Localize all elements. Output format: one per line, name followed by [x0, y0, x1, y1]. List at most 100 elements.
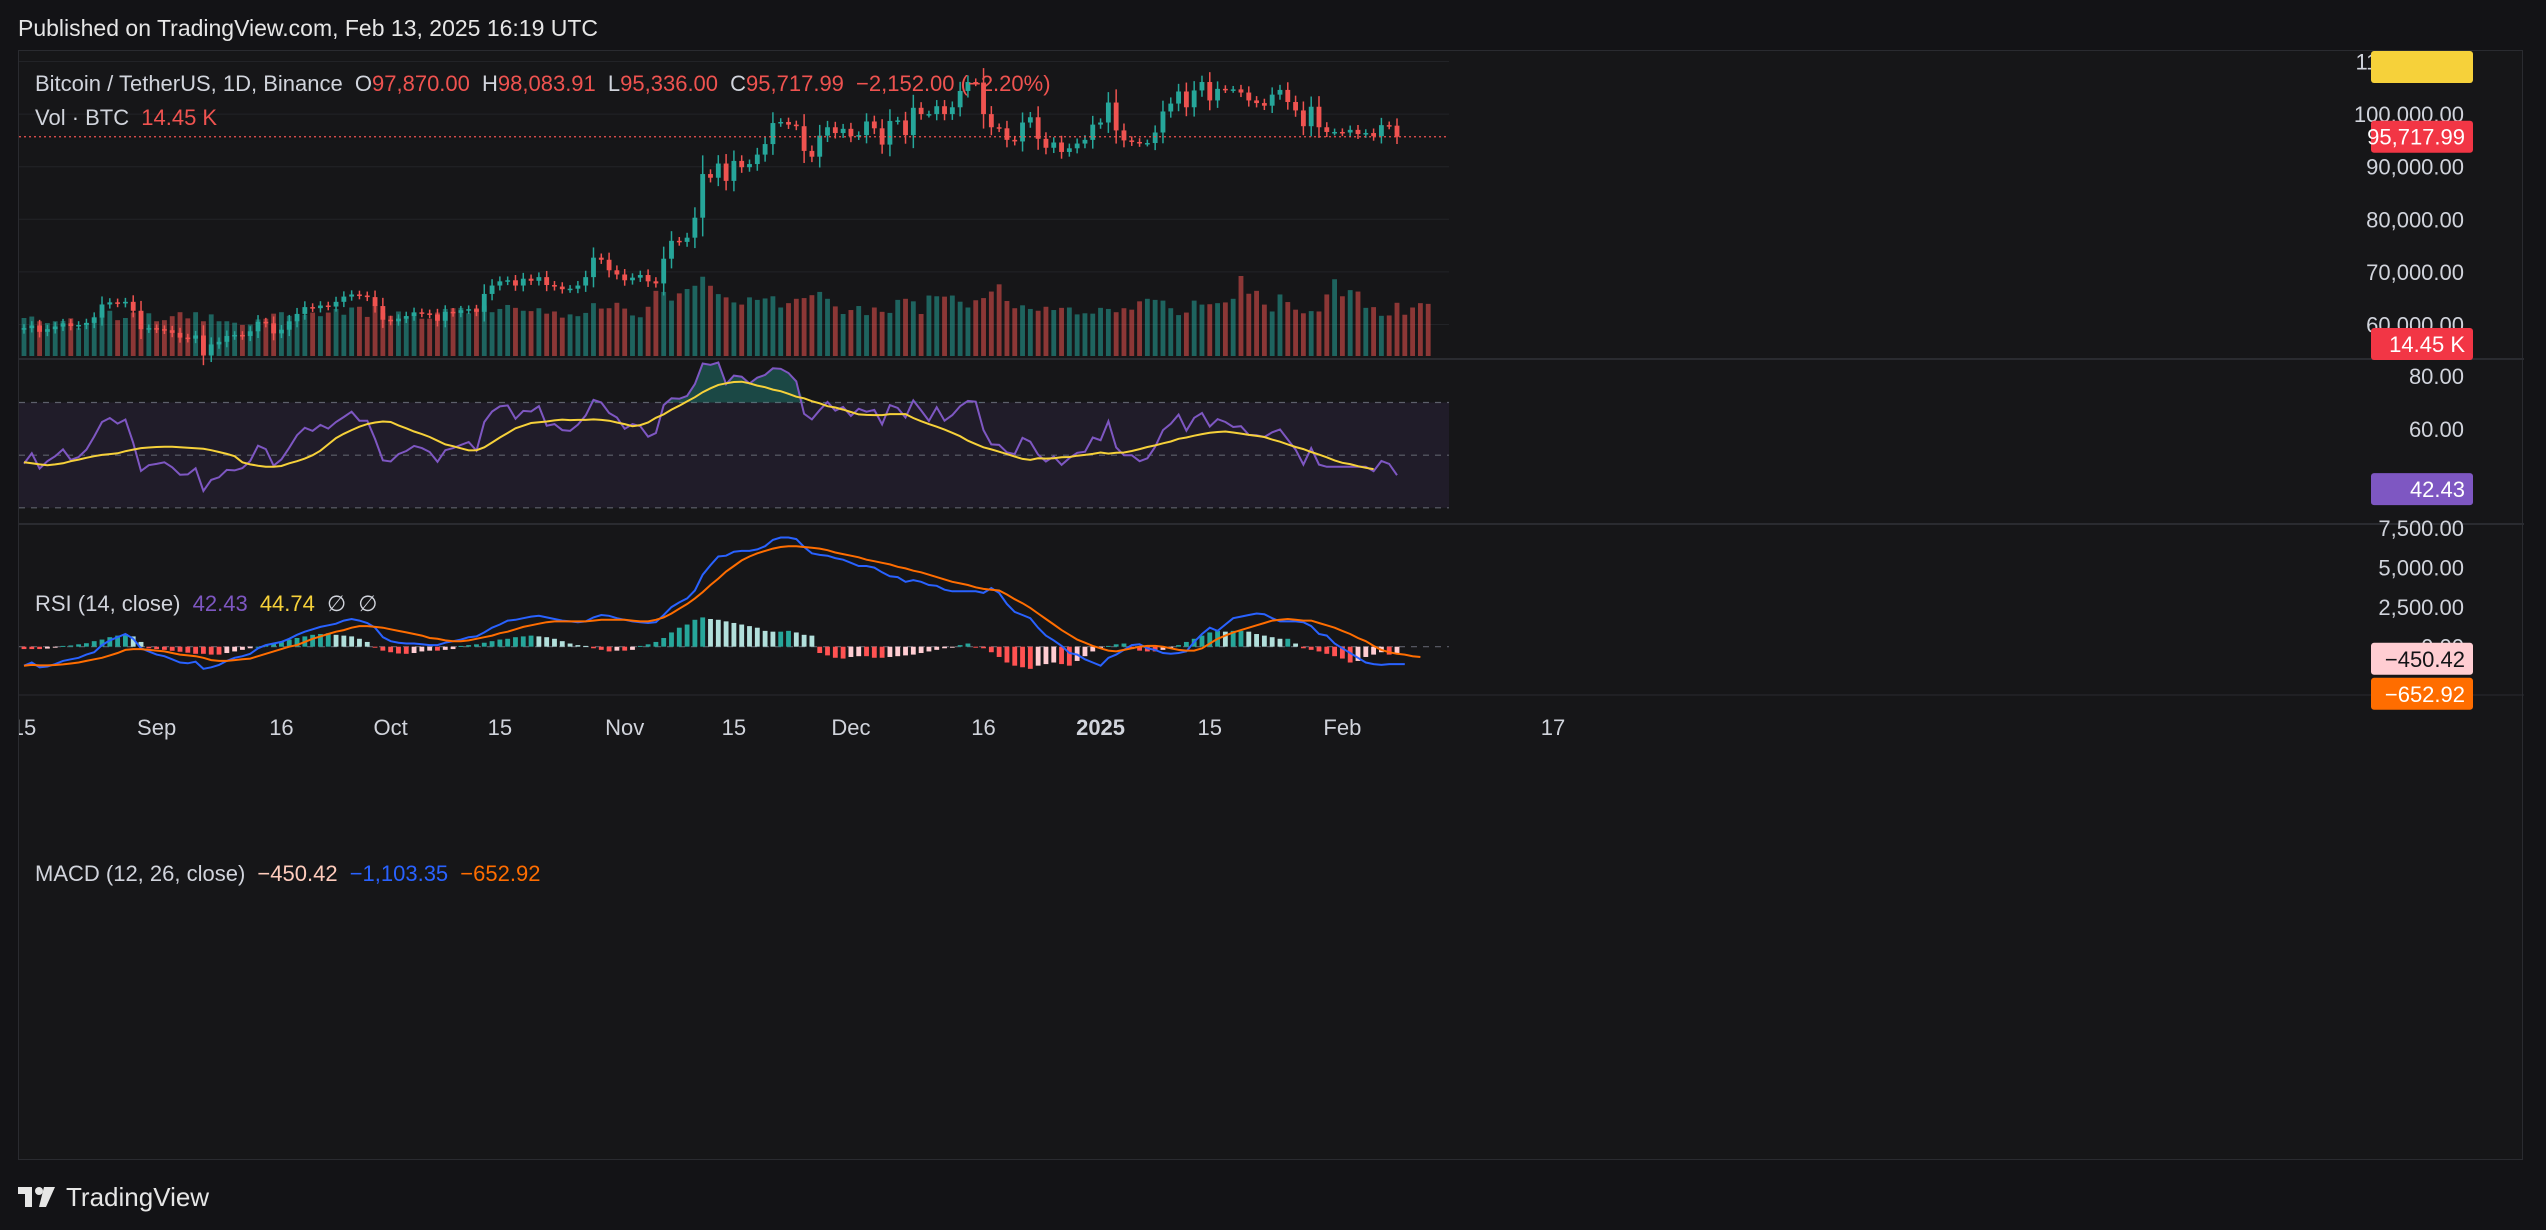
volume-bar [76, 328, 82, 356]
rsi-tag-box [2371, 473, 2473, 506]
candle-body [450, 311, 456, 314]
rsi-empty-1: ∅ [327, 591, 347, 616]
chart-frame[interactable]: 110,000.00100,000.0090,000.0080,000.0070… [12, 31, 2524, 1161]
candle-body [247, 331, 253, 337]
candle-body [988, 114, 994, 128]
macd-histogram-bar [1043, 646, 1049, 665]
candle-body [1261, 103, 1267, 106]
candle-body [115, 302, 121, 304]
macd-histogram-bar [1113, 644, 1119, 647]
volume-bar [645, 306, 651, 356]
macd-histogram-bar [708, 618, 713, 647]
volume-bar [520, 310, 526, 356]
macd-histogram-bar [567, 643, 573, 647]
volume-bar [1059, 307, 1064, 356]
volume-bar [458, 307, 464, 356]
footer-brand[interactable]: TradingView [18, 1180, 209, 1214]
volume-bar [1277, 294, 1283, 356]
volume-bar [474, 308, 479, 356]
candle-body [216, 341, 222, 345]
macd-histogram-bar [474, 644, 479, 647]
macd-histogram-bar [653, 641, 659, 647]
chart-svg[interactable]: 110,000.00100,000.0090,000.0080,000.0070… [12, 31, 2524, 1161]
volume-bar [1378, 315, 1384, 356]
candle-body [669, 240, 674, 259]
macd-histogram-bar [115, 635, 121, 647]
volume-bar [544, 313, 550, 356]
macd-histogram-bar [942, 646, 947, 649]
volume-bar [349, 307, 355, 356]
volume-bar [1137, 301, 1142, 356]
candle-body [1277, 89, 1283, 95]
volume-bar [567, 314, 573, 356]
volume-bar [1176, 315, 1181, 356]
macd-histogram-bar [903, 646, 908, 656]
macd-histogram-bar [1332, 646, 1338, 657]
volume-bar [1098, 307, 1103, 356]
volume-bar [793, 298, 799, 356]
last-price-tag-box [2371, 120, 2473, 153]
volume-bar [739, 304, 745, 356]
candle-body [762, 144, 768, 155]
macd-histogram-bar [1082, 646, 1088, 657]
volume-bar [637, 317, 643, 356]
macd-histogram-bar [1230, 630, 1236, 647]
candle-body [364, 295, 370, 298]
volume-bar [466, 313, 472, 356]
macd-histogram-bar [1300, 646, 1306, 649]
candle-body [1324, 127, 1330, 132]
x-tick-label: Sep [137, 715, 176, 740]
macd-histogram-bar [544, 637, 550, 647]
macd-histogram-bar [427, 646, 433, 651]
candle-body [731, 160, 737, 181]
macd-histogram-bar [1308, 646, 1314, 650]
volume-bar [528, 311, 534, 356]
macd-histogram-bar [864, 646, 869, 657]
macd-histogram-bar [255, 646, 261, 648]
candle-body [661, 258, 667, 284]
candle-body [918, 107, 924, 115]
volume-bar [1090, 313, 1096, 356]
macd-histogram-bar [1121, 643, 1127, 647]
macd-histogram-bar [232, 646, 238, 652]
macd-histogram-bar [559, 641, 565, 647]
macd-histogram-bar [37, 646, 43, 650]
macd-histogram-bar [575, 645, 581, 647]
volume-bar [122, 317, 128, 356]
volume-bar [481, 305, 487, 356]
candle-body [37, 325, 43, 332]
candle-body [1129, 140, 1135, 142]
candle-body [786, 121, 791, 125]
macd-histogram-bar [29, 646, 35, 650]
volume-bar [91, 316, 97, 356]
volume-bar [692, 285, 698, 356]
volume-bar [1066, 307, 1072, 356]
volume-bar [559, 317, 565, 356]
volume-bar [162, 320, 167, 356]
candle-body [622, 274, 628, 281]
macd-histogram-bar [801, 634, 807, 647]
price-tick-label: 70,000.00 [2366, 260, 2464, 285]
candle-body [76, 324, 82, 327]
macd-histogram-bar [754, 627, 760, 647]
volume-bar [1230, 298, 1236, 356]
macd-histogram-bar [364, 641, 370, 647]
macd-histogram-bar [614, 646, 620, 651]
volume-bar [731, 302, 737, 356]
macd-histogram-bar [598, 646, 604, 650]
candle-body [1394, 125, 1400, 137]
candle-body [575, 285, 581, 289]
candle-body [778, 121, 784, 124]
x-tick-label: 16 [971, 715, 995, 740]
volume-bar [1215, 303, 1220, 356]
volume-bar [622, 308, 628, 356]
macd-histogram-bar [715, 619, 721, 647]
volume-bar [1339, 296, 1345, 356]
candle-body [29, 325, 35, 329]
volume-bar [1402, 314, 1408, 356]
volume-bar [762, 298, 768, 356]
volume-bar [598, 308, 604, 356]
macd-histogram-bar [388, 646, 394, 653]
volume-bar [1417, 303, 1423, 356]
volume-bar [770, 296, 776, 356]
